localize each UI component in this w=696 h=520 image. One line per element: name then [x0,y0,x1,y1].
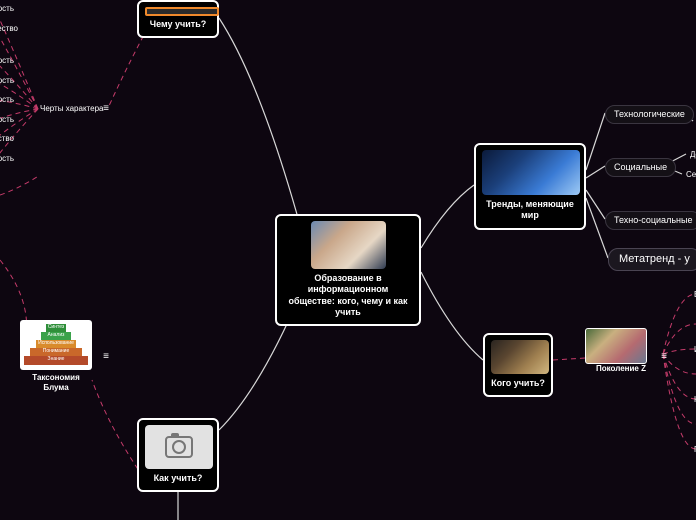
leaf-right: Демог [686,150,696,160]
pill-trends-2[interactable]: Техно-социальные [605,211,696,230]
branch-how-label: Как учить? [145,473,211,484]
bloom-row: Знание [24,356,88,365]
subnode-traits[interactable]: Черты характера [40,104,103,113]
branch-what-label: Чему учить? [145,19,211,30]
leaf-left: мость [0,115,18,125]
menu-icon[interactable]: ≡ [100,104,112,116]
menu-icon[interactable]: ≡ [100,352,112,364]
leaf-left: чничество [0,24,18,34]
pill-trends-0[interactable]: Технологические [605,105,694,124]
leaf-right: П [690,445,696,455]
branch-trends-thumbnail [482,150,580,195]
branch-what-accent [145,7,219,16]
meta-pill[interactable]: Метатренд - у [608,248,696,271]
leaf-left: рство [0,134,18,144]
subnode-genz-label: Поколение Z [585,364,657,374]
bloom-pyramid: СинтезАнализИспользованиеПониманиеЗнание [20,320,92,370]
branch-how-placeholder [145,425,213,469]
menu-icon[interactable]: ≡ [658,352,670,364]
leaf-left: ность [0,95,18,105]
leaf-left: ность [0,76,18,86]
branch-trends[interactable]: Тренды, меняющие мир [474,143,586,230]
central-node[interactable]: Образование в информационном обществе: к… [275,214,421,326]
central-thumbnail [311,221,386,269]
leaf-right: В [690,290,696,300]
subnode-bloom[interactable]: СинтезАнализИспользованиеПониманиеЗнание… [20,320,92,393]
subnode-traits-text: Черты характера [40,104,103,113]
leaf-left: ьльность [0,4,18,14]
subnode-bloom-label: Таксономия Блума [20,373,92,393]
mindmap-canvas[interactable]: Образование в информационном обществе: к… [0,0,696,520]
leaf-left: ность [0,56,18,66]
leaf-right: Сетев [682,170,696,180]
leaf-right: К [690,395,696,405]
branch-what[interactable]: Чему учить? [137,0,219,38]
leaf-left: ность [0,154,18,164]
branch-who[interactable]: Кого учить? [483,333,553,397]
branch-how[interactable]: Как учить? [137,418,219,492]
central-label: Образование в информационном обществе: к… [283,273,413,318]
subnode-genz-thumbnail [585,328,647,364]
pill-trends-1[interactable]: Социальные [605,158,676,177]
leaf-right: И [690,345,696,355]
camera-icon [165,436,193,458]
branch-who-label: Кого учить? [491,378,545,389]
branch-who-thumbnail [491,340,549,374]
branch-trends-label: Тренды, меняющие мир [482,199,578,222]
subnode-genz[interactable]: Поколение Z [585,328,657,374]
